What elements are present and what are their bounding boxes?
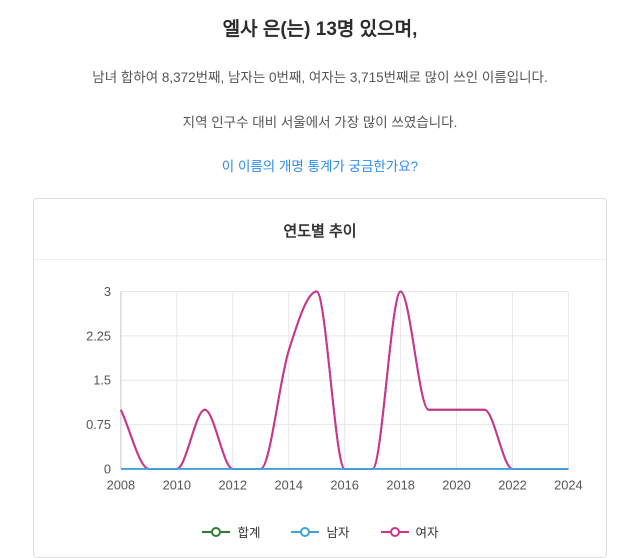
region-summary-text: 지역 인구수 대비 서울에서 가장 많이 쓰였습니다. [182, 115, 458, 130]
x-tick-label: 2020 [442, 478, 470, 493]
x-tick-label: 2008 [107, 478, 135, 493]
legend-label-male: 남자 [326, 526, 350, 540]
trend-chart: 0 0.75 1.5 2.25 3 2008 2010 2012 2014 2016 2018 202… [34, 260, 606, 516]
x-tick-label: 2014 [274, 478, 302, 493]
x-tick-label: 2016 [330, 478, 358, 493]
y-tick-label: 0 [104, 461, 111, 476]
line-chart-canvas: 0 0.75 1.5 2.25 3 2008 2010 2012 2014 2016 2018 202… [86, 284, 583, 493]
y-tick-label: 2.25 [86, 328, 111, 343]
legend-marker-female [380, 526, 409, 537]
y-tick-label: 0.75 [86, 417, 111, 432]
legend-label-total: 합계 [237, 526, 261, 540]
legend-label-female: 여자 [415, 526, 439, 540]
legend-marker-total [202, 526, 231, 537]
rank-summary-text: 남녀 합하여 8,372번째, 남자는 0번째, 여자는 3,715번째로 많이… [92, 70, 548, 85]
yearly-trend-card: 연도별 추이 0 0.75 1.5 2.25 3 2008 2010 2012 2014 2016… [33, 198, 607, 558]
rename-stats-link[interactable]: 이 이름의 개명 통계가 궁금한가요? [221, 159, 419, 174]
legend-item-male[interactable]: 남자 [290, 522, 350, 541]
x-tick-label: 2024 [554, 478, 582, 493]
series-line-female [119, 290, 569, 470]
x-tick-label: 2010 [163, 478, 191, 493]
legend-item-female[interactable]: 여자 [380, 522, 439, 541]
chart-legend: 합계 남자 여자 [34, 516, 606, 557]
x-tick-label: 2012 [219, 478, 247, 493]
x-tick-label: 2022 [498, 478, 526, 493]
y-tick-label: 1.5 [93, 373, 111, 388]
link-row: 이 이름의 개명 통계가 궁금한가요? [0, 155, 640, 176]
chart-title: 연도별 추이 [34, 199, 606, 260]
x-tick-label: 2018 [386, 478, 414, 493]
legend-item-total[interactable]: 합계 [201, 522, 260, 541]
legend-marker-male [291, 526, 320, 537]
y-tick-label: 3 [104, 284, 111, 299]
page-title: 엘사 은(는) 13명 있으며, [222, 19, 418, 40]
